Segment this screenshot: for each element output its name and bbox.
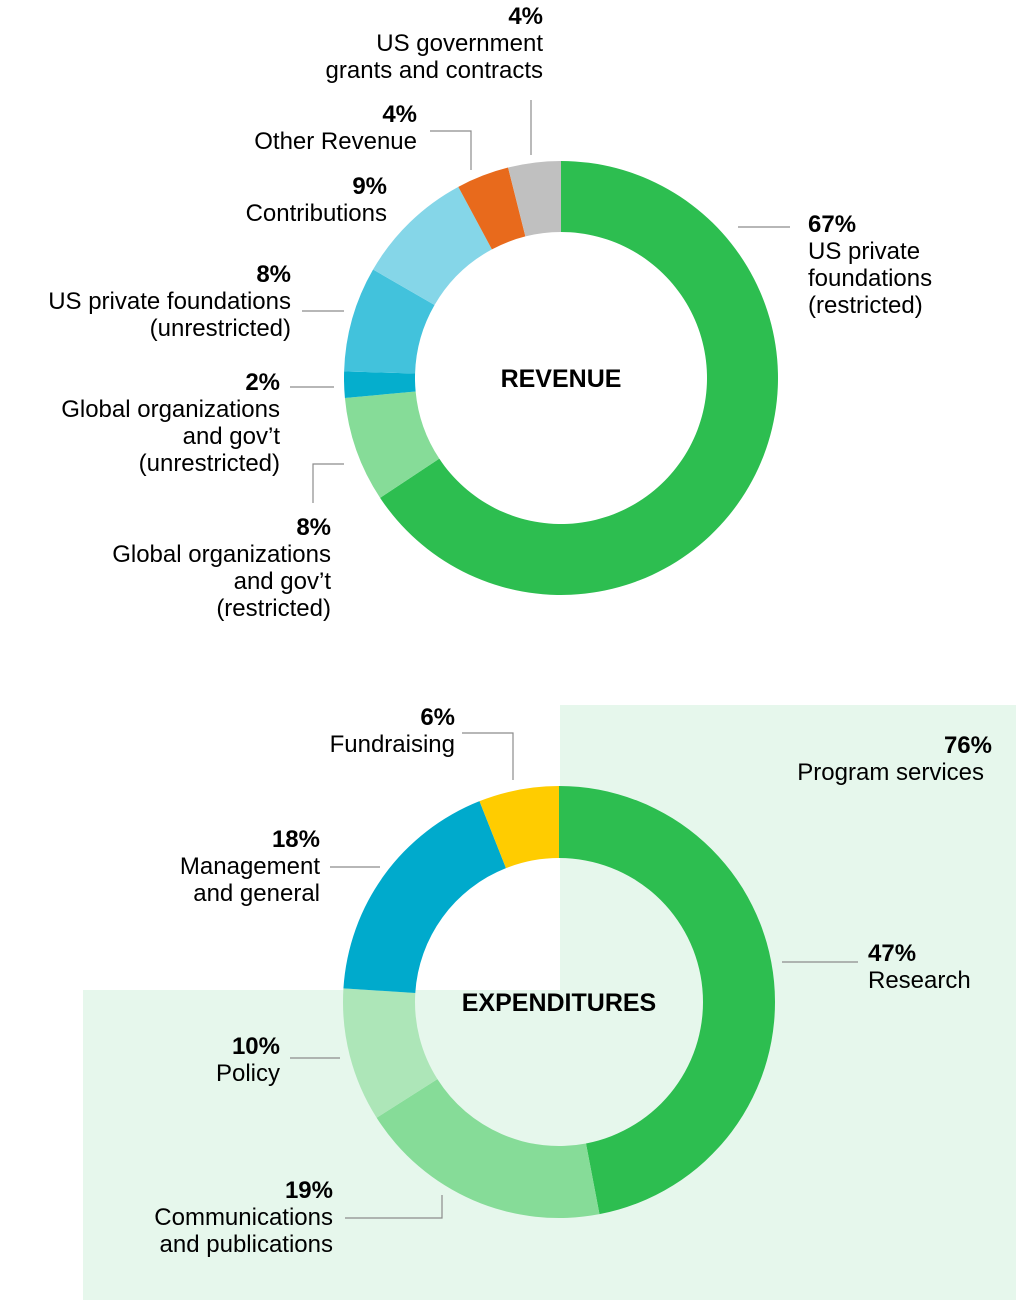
program-services-percent: 76% <box>944 732 992 759</box>
expenditures-communications-leader-line <box>345 1195 443 1219</box>
revenue-slice-0 <box>380 161 778 595</box>
revenue-global-restricted-text-line: and gov’t <box>234 568 332 595</box>
expenditures-fundraising-text-line: Fundraising <box>330 731 455 758</box>
revenue-slice-6 <box>508 161 561 237</box>
revenue-other-text-line: Other Revenue <box>254 128 417 155</box>
expenditures-fundraising-percent: 6% <box>420 704 455 731</box>
expenditures-management-text-line: Management <box>180 853 320 880</box>
expenditures-slice-2 <box>343 988 438 1118</box>
expenditures-communications-text-line: Communications <box>154 1204 333 1231</box>
expenditures-fundraising-label: 6%Fundraising <box>330 704 455 758</box>
revenue-us-private-unrestricted-percent: 8% <box>256 261 291 288</box>
revenue-us-private-restricted-percent: 67% <box>808 211 856 238</box>
program-services-label: 76%Program services <box>797 732 992 786</box>
revenue-donut <box>343 161 778 595</box>
revenue-us-private-unrestricted-label: 8%US private foundations(unrestricted) <box>48 261 291 342</box>
revenue-us-government-text-line: grants and contracts <box>326 57 543 84</box>
revenue-other-label: 4%Other Revenue <box>254 101 417 155</box>
revenue-other-percent: 4% <box>382 101 417 128</box>
revenue-global-unrestricted-text-line: (unrestricted) <box>139 450 280 477</box>
revenue-global-unrestricted-text-line: Global organizations <box>61 396 280 423</box>
expenditures-communications-text-line: and publications <box>160 1231 333 1258</box>
expenditures-research-text-line: Research <box>868 967 971 994</box>
revenue-global-unrestricted-percent: 2% <box>245 369 280 396</box>
revenue-slice-2 <box>343 371 416 399</box>
expenditures-research-percent: 47% <box>868 940 916 967</box>
revenue-global-restricted-leader-line <box>312 463 344 503</box>
revenue-us-private-unrestricted-text-line: US private foundations <box>48 288 291 315</box>
revenue-contributions-label: 9%Contributions <box>246 173 387 227</box>
revenue-global-restricted-text-line: Global organizations <box>112 541 331 568</box>
revenue-slice-5 <box>458 167 526 250</box>
revenue-global-restricted-percent: 8% <box>296 514 331 541</box>
revenue-us-government-percent: 4% <box>508 3 543 30</box>
revenue-other-leader-line <box>430 130 472 170</box>
expenditures-management-percent: 18% <box>272 826 320 853</box>
revenue-global-restricted-text-line: (restricted) <box>216 595 331 622</box>
revenue-center-label: REVENUE <box>501 365 622 393</box>
program-services-background <box>83 705 1016 1300</box>
revenue-global-unrestricted-text-line: and gov’t <box>183 423 281 450</box>
revenue-us-private-restricted-text-line: foundations <box>808 265 932 292</box>
program-services-text: Program services <box>797 759 984 786</box>
expenditures-policy-text-line: Policy <box>216 1060 280 1087</box>
revenue-slice-4 <box>373 186 492 305</box>
expenditures-management-text-line: and general <box>193 880 320 907</box>
revenue-slice-3 <box>344 269 435 374</box>
expenditures-slice-3 <box>343 801 506 993</box>
revenue-us-government-text-line: US government <box>376 30 543 57</box>
revenue-contributions-percent: 9% <box>352 173 387 200</box>
expenditures-research-label: 47%Research <box>868 940 971 994</box>
revenue-us-private-restricted-text-line: (restricted) <box>808 292 923 319</box>
expenditures-policy-percent: 10% <box>232 1033 280 1060</box>
expenditures-communications-percent: 19% <box>285 1177 333 1204</box>
expenditures-center-label: EXPENDITURES <box>462 989 656 1017</box>
expenditures-donut <box>343 786 776 1219</box>
revenue-us-private-unrestricted-text-line: (unrestricted) <box>150 315 291 342</box>
expenditures-policy-label: 10%Policy <box>216 1033 280 1087</box>
expenditures-slice-4 <box>479 786 559 869</box>
revenue-us-private-restricted-text-line: US private <box>808 238 920 265</box>
expenditures-slice-1 <box>376 1079 600 1219</box>
expenditures-slice-0 <box>559 786 776 1215</box>
revenue-slice-1 <box>344 391 440 498</box>
expenditures-fundraising-leader-line <box>462 732 514 780</box>
revenue-contributions-text-line: Contributions <box>246 200 387 227</box>
